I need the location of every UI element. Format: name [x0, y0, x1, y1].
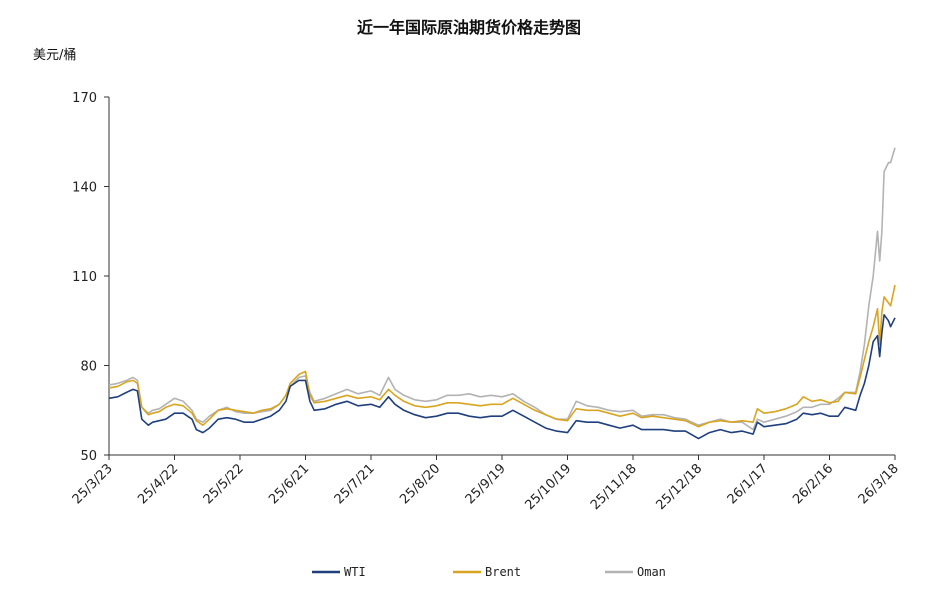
y-tick-label: 140: [72, 181, 97, 196]
series-line-oman: [108, 147, 896, 431]
axes: 50 80 110 140 170 25/3/23 25/4/22 25/5/22 25/6/2…: [70, 91, 902, 513]
y-tick-label: 50: [80, 449, 97, 464]
series-lines: [108, 147, 896, 440]
y-tick-label: 80: [80, 360, 97, 375]
y-tick-label: 110: [72, 270, 97, 285]
x-tick-label: 25/7/21: [332, 461, 378, 507]
x-tick-label: 25/3/23: [70, 461, 116, 507]
legend-label-wti: WTI: [344, 565, 366, 579]
y-axis-unit-label: 美元/桶: [33, 48, 77, 63]
x-tick-label: 25/5/22: [201, 461, 247, 507]
series-line-wti: [108, 313, 896, 440]
x-tick-label: 26/3/18: [856, 461, 902, 507]
chart-title: 近一年国际原油期货价格走势图: [356, 18, 581, 37]
x-tick-label: 25/4/22: [135, 461, 181, 507]
y-tick-label: 170: [72, 91, 97, 106]
x-tick-label: 25/9/19: [463, 461, 509, 507]
legend-label-oman: Oman: [637, 565, 666, 579]
legend: WTI Brent Oman: [312, 565, 666, 579]
x-tick-label: 25/6/21: [266, 461, 312, 507]
x-tick-label: 26/2/16: [790, 461, 836, 507]
x-tick-label: 26/1/17: [725, 461, 771, 507]
x-tick-label: 25/11/18: [588, 461, 640, 513]
legend-label-brent: Brent: [485, 565, 521, 579]
x-tick-label: 25/10/19: [522, 461, 574, 513]
x-tick-label: 25/8/20: [397, 461, 443, 507]
x-tick-label: 25/12/18: [653, 461, 705, 513]
series-line-brent: [108, 284, 896, 428]
